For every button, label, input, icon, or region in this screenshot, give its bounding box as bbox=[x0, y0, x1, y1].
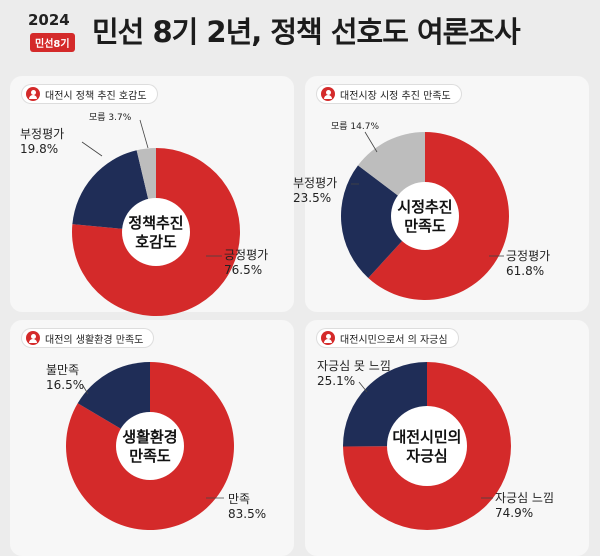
leader-line bbox=[81, 383, 89, 395]
panel-title-pill: 대전시 정책 추진 호감도 bbox=[22, 85, 157, 103]
donut-center-label: 만족도 bbox=[404, 217, 446, 235]
donut-center-label: 시정추진 bbox=[397, 198, 452, 216]
person-icon bbox=[26, 87, 40, 101]
person-icon bbox=[321, 87, 335, 101]
slice-value-label: 61.8% bbox=[506, 264, 544, 278]
donut-center-label: 호감도 bbox=[135, 233, 177, 251]
panel-title: 대전시장 시정 추진 만족도 bbox=[340, 90, 451, 102]
person-icon bbox=[321, 331, 335, 345]
header-badge: 민선8기 bbox=[30, 33, 75, 52]
slice-value-label: 19.8% bbox=[20, 142, 58, 156]
donut-hole bbox=[122, 198, 190, 266]
panel-title-pill: 대전의 생활환경 만족도 bbox=[22, 329, 154, 347]
slice-value-label: 76.5% bbox=[224, 263, 262, 277]
slice-label: 자긍심 느낌 bbox=[495, 491, 554, 505]
slice-label: 긍정평가 bbox=[224, 248, 268, 262]
slice-label: 자긍심 못 느낌 bbox=[317, 359, 391, 373]
slice-label: 긍정평가 bbox=[506, 249, 550, 263]
page-title: 민선 8기 2년, 정책 선호도 여론조사 bbox=[92, 15, 521, 49]
panel-title: 대전의 생활환경 만족도 bbox=[45, 334, 144, 346]
header-year: 2024 bbox=[28, 11, 70, 29]
donut-center-label: 만족도 bbox=[129, 447, 171, 465]
slice-label: 모름 3.7% bbox=[89, 112, 132, 123]
person-icon bbox=[26, 331, 40, 345]
pie-slice-2 bbox=[341, 165, 425, 278]
slice-value-label: 25.1% bbox=[317, 374, 355, 388]
donut-hole bbox=[387, 406, 467, 486]
slice-label: 부정평가 bbox=[20, 127, 64, 141]
slice-label: 불만족 bbox=[46, 363, 79, 377]
slice-label: 모름 14.7% bbox=[331, 121, 379, 132]
donut-center-label: 정책추진 bbox=[128, 214, 183, 232]
donut-center-label: 생활환경 bbox=[122, 428, 177, 446]
donut-center-label: 대전시민의 bbox=[392, 428, 461, 446]
donut-center-label: 자긍심 bbox=[406, 447, 447, 465]
slice-value-label: 83.5% bbox=[228, 507, 266, 521]
panel-title: 대전시 정책 추진 호감도 bbox=[45, 90, 147, 102]
donut-hole bbox=[391, 182, 459, 250]
slice-label: 부정평가 bbox=[293, 176, 337, 190]
panel-title-pill: 대전시민으로서 의 자긍심 bbox=[317, 329, 458, 347]
slice-value-label: 23.5% bbox=[293, 191, 331, 205]
leader-line bbox=[358, 381, 368, 393]
donut-hole bbox=[116, 412, 184, 480]
header: 2024 민선8기 민선 8기 2년, 정책 선호도 여론조사 bbox=[0, 0, 600, 58]
slice-value-label: 16.5% bbox=[46, 378, 84, 392]
slice-label: 만족 bbox=[228, 492, 250, 506]
leader-line bbox=[81, 141, 103, 157]
panel-title: 대전시민으로서 의 자긍심 bbox=[340, 334, 448, 346]
leader-line bbox=[364, 131, 378, 153]
leader-line bbox=[139, 119, 149, 149]
panel-title-pill: 대전시장 시정 추진 만족도 bbox=[317, 85, 461, 103]
slice-value-label: 74.9% bbox=[495, 506, 533, 520]
